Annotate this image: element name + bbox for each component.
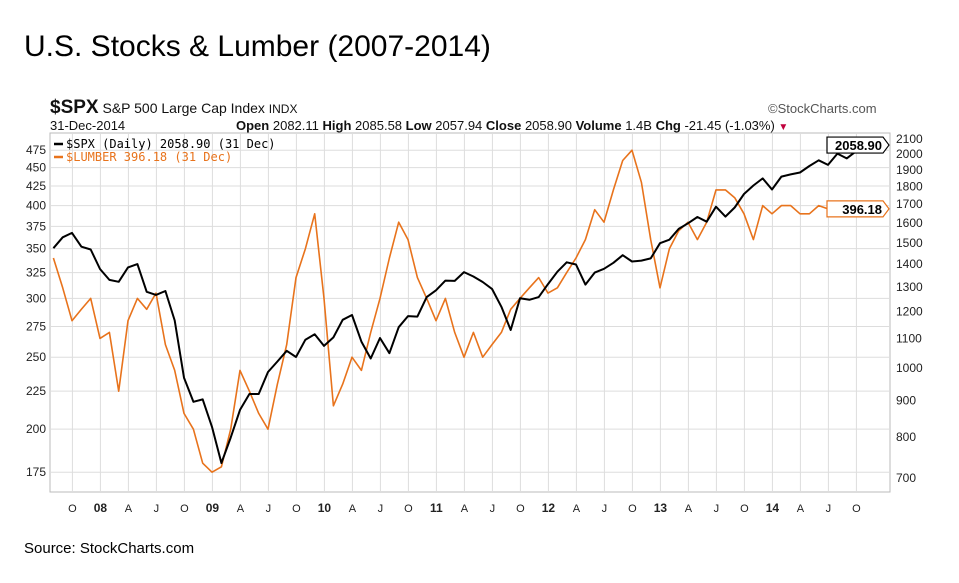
left-tick-label: 350	[26, 242, 46, 256]
left-tick-label: 425	[26, 179, 46, 193]
series-line-spx	[52, 142, 875, 464]
chg-label: Chg	[655, 118, 681, 133]
x-tick-label: J	[154, 503, 160, 515]
open-value: 2082.11	[272, 118, 319, 133]
right-tick-label: 2100	[896, 132, 923, 146]
left-tick-label: 250	[26, 350, 46, 364]
low-label: Low	[405, 118, 432, 133]
close-value: 2058.90	[524, 118, 572, 133]
x-tick-label: O	[740, 503, 749, 515]
x-tick-label: A	[237, 503, 245, 515]
x-tick-label: O	[180, 503, 189, 515]
last-value-box	[826, 200, 890, 218]
left-tick-label: 225	[26, 384, 46, 398]
left-tick-label: 400	[26, 199, 46, 213]
right-tick-label: 1800	[896, 180, 923, 194]
right-tick-label: 1600	[896, 216, 923, 230]
x-tick-label: A	[685, 503, 693, 515]
legend-entry: $LUMBER 396.18 (31 Dec)	[66, 150, 232, 164]
left-tick-label: 300	[26, 291, 46, 305]
x-tick-label: A	[797, 503, 805, 515]
close-label: Close	[485, 118, 522, 133]
right-tick-label: 1500	[896, 236, 923, 250]
last-value-tag: 2058.90	[826, 136, 890, 154]
quote-line: Open 2082.11 High 2085.58 Low 2057.94 Cl…	[236, 118, 788, 133]
x-tick-label: J	[826, 503, 832, 515]
x-tick-label: A	[349, 503, 357, 515]
x-tick-label: J	[266, 503, 272, 515]
x-tick-label: O	[852, 503, 861, 515]
x-tick-label: O	[292, 503, 301, 515]
chg-value: -21.45 (-1.03%)	[684, 118, 775, 133]
x-tick-label: 11	[430, 501, 443, 515]
left-tick-label: 325	[26, 266, 46, 280]
down-arrow-icon: ▼	[778, 122, 789, 133]
volume-label: Volume	[575, 118, 622, 133]
right-tick-label: 1700	[896, 197, 923, 211]
x-tick-label: 09	[206, 501, 220, 515]
low-value: 2057.94	[435, 118, 483, 133]
last-value-tag: 396.18	[826, 200, 890, 218]
right-tick-label: 1900	[896, 163, 923, 177]
right-tick-label: 900	[896, 393, 916, 407]
plot-area	[49, 132, 891, 493]
x-tick-label: O	[628, 503, 637, 515]
x-tick-label: 12	[542, 501, 556, 515]
x-tick-label: 08	[94, 501, 108, 515]
index-name: S&P 500 Large Cap Index	[102, 100, 265, 116]
x-tick-label: 13	[654, 501, 668, 515]
high-label: High	[322, 118, 352, 133]
right-tick-label: 700	[896, 471, 916, 485]
left-tick-label: 450	[26, 161, 46, 175]
source-note: Source: StockCharts.com	[24, 540, 195, 557]
left-tick-label: 475	[26, 143, 46, 157]
left-tick-label: 175	[26, 465, 46, 479]
right-tick-label: 1200	[896, 305, 923, 319]
open-label: Open	[236, 118, 270, 133]
exchange: INDX	[268, 102, 298, 116]
x-tick-label: J	[602, 503, 608, 515]
last-value-label: 2058.90	[835, 138, 882, 153]
watermark: ©StockCharts.com	[768, 101, 877, 116]
right-tick-label: 1400	[896, 257, 923, 271]
x-tick-label: O	[68, 503, 77, 515]
right-tick-label: 1000	[896, 361, 923, 375]
left-tick-label: 375	[26, 219, 46, 233]
x-tick-label: 14	[766, 501, 780, 515]
x-tick-label: O	[404, 503, 413, 515]
volume-value: 1.4B	[625, 118, 652, 133]
x-tick-label: A	[461, 503, 469, 515]
left-tick-label: 275	[26, 319, 46, 333]
last-value-label: 396.18	[842, 202, 882, 217]
x-tick-label: O	[516, 503, 525, 515]
date: 31-Dec-2014	[50, 118, 126, 133]
legend-entry: $SPX (Daily) 2058.90 (31 Dec)	[66, 137, 276, 151]
right-tick-label: 1100	[896, 332, 922, 346]
right-tick-label: 800	[896, 430, 916, 444]
high-value: 2085.58	[355, 118, 403, 133]
x-tick-label: A	[573, 503, 581, 515]
x-tick-label: J	[490, 503, 496, 515]
right-tick-label: 2000	[896, 147, 923, 161]
slide-title: U.S. Stocks & Lumber (2007-2014)	[24, 30, 491, 63]
chart-heading: $SPX S&P 500 Large Cap Index INDX	[50, 97, 297, 119]
symbol: $SPX	[50, 97, 99, 118]
last-value-box	[826, 136, 890, 154]
x-tick-label: J	[378, 503, 384, 515]
x-tick-label: 10	[318, 501, 332, 515]
right-tick-label: 1300	[896, 280, 923, 294]
x-tick-label: J	[714, 503, 720, 515]
x-tick-label: A	[125, 503, 133, 515]
left-tick-label: 200	[26, 422, 46, 436]
